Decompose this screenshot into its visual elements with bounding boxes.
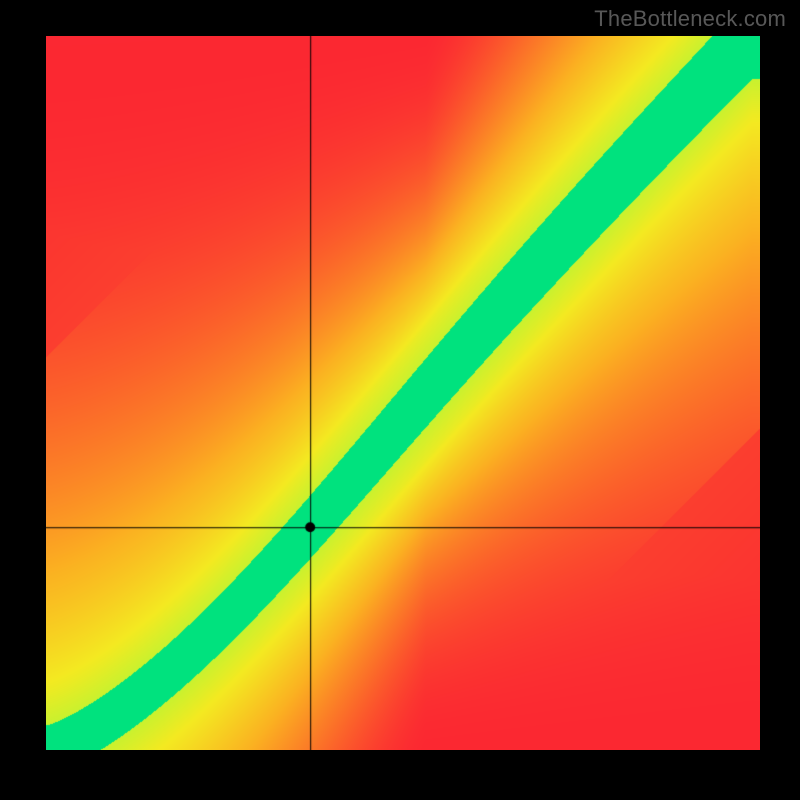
- watermark-text: TheBottleneck.com: [594, 6, 786, 32]
- outer-frame: TheBottleneck.com: [0, 0, 800, 800]
- bottleneck-heatmap-canvas: [46, 36, 760, 750]
